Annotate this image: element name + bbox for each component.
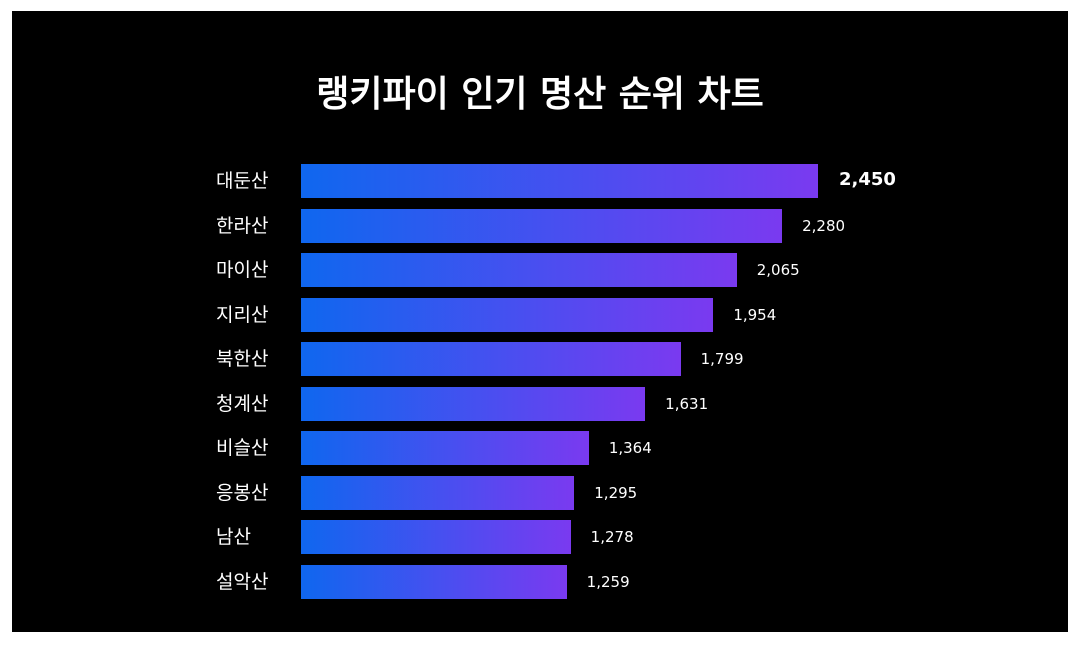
bar — [301, 386, 646, 421]
category-label: 남산 — [216, 526, 251, 548]
bar — [301, 520, 571, 554]
bar — [301, 164, 818, 198]
bar — [301, 564, 567, 599]
bar — [301, 253, 737, 287]
value-label: 2,450 — [839, 169, 896, 190]
bar — [301, 297, 714, 332]
category-label: 마이산 — [216, 259, 269, 281]
bar — [301, 475, 575, 510]
value-label: 1,954 — [733, 305, 777, 324]
category-label: 한라산 — [216, 214, 269, 237]
value-label: 1,631 — [665, 394, 709, 413]
value-label: 1,364 — [608, 439, 652, 457]
bar — [301, 431, 589, 465]
category-label: 청계산 — [216, 392, 269, 415]
category-label: 응봉산 — [216, 481, 269, 504]
bar — [301, 208, 783, 243]
category-label: 대둔산 — [216, 170, 269, 192]
value-label: 1,278 — [590, 528, 634, 546]
value-label: 2,280 — [802, 216, 846, 235]
chart-title: 랭키파이 인기 명산 순위 차트 — [316, 74, 764, 115]
value-label: 2,065 — [756, 261, 800, 279]
category-label: 북한산 — [216, 348, 269, 370]
value-label: 1,799 — [700, 350, 744, 368]
category-label: 설악산 — [216, 570, 269, 593]
value-label: 1,295 — [594, 483, 638, 502]
category-label: 지리산 — [216, 303, 269, 326]
value-label: 1,259 — [586, 572, 630, 591]
category-label: 비슬산 — [216, 437, 269, 459]
bar — [301, 342, 681, 376]
